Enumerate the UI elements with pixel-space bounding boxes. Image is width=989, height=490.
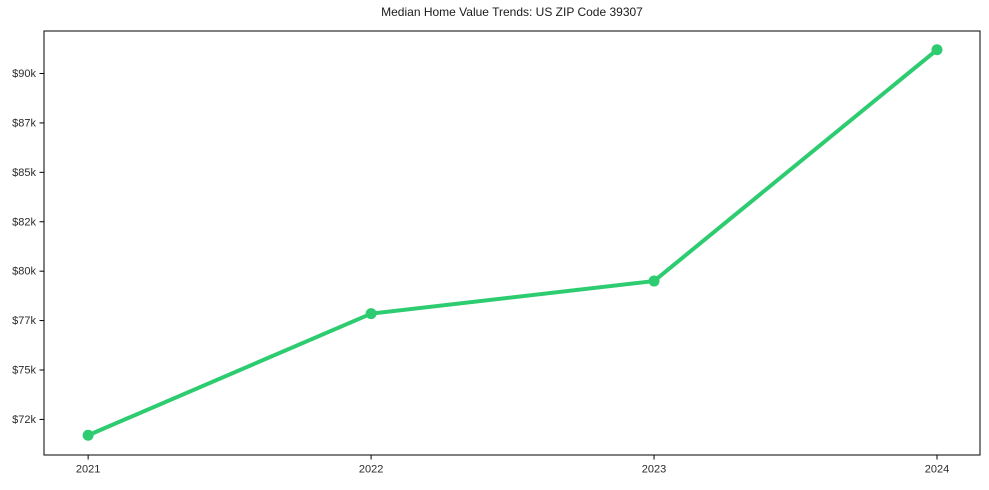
x-axis-tick-label: 2024 [925, 464, 949, 476]
data-point [931, 44, 943, 56]
y-axis-tick-label: $72k [12, 414, 36, 426]
x-axis-tick-label: 2021 [76, 464, 100, 476]
y-axis-tick-label: $82k [12, 216, 36, 228]
data-point [648, 275, 660, 287]
data-point [82, 429, 94, 441]
chart-title: Median Home Value Trends: US ZIP Code 39… [381, 5, 643, 19]
y-axis-tick-label: $75k [12, 365, 36, 377]
y-axis-tick-label: $77k [12, 315, 36, 327]
y-axis-tick-label: $90k [12, 68, 36, 80]
y-axis-tick-label: $85k [12, 167, 36, 179]
y-axis-tick-label: $80k [12, 266, 36, 278]
plot-border [43, 30, 981, 456]
x-axis-tick-label: 2022 [359, 464, 383, 476]
x-axis-tick-label: 2023 [642, 464, 666, 476]
y-axis-tick-label: $87k [12, 117, 36, 129]
data-point [365, 308, 377, 320]
data-line [86, 47, 939, 438]
